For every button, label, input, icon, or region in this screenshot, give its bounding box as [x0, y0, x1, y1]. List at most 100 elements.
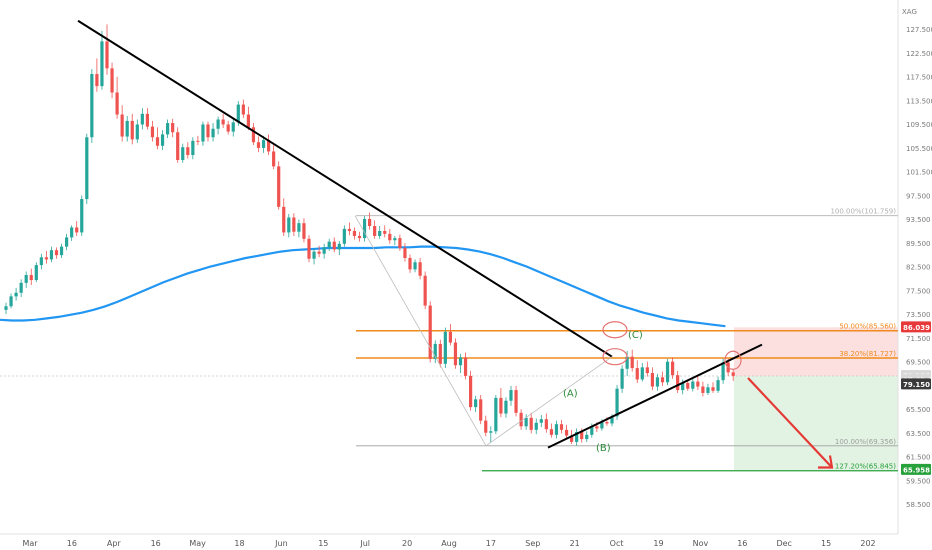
y-tick-label: 77.500 — [906, 287, 931, 295]
fib-level-label: 100.00%(101.759) — [830, 208, 896, 216]
candle-body — [716, 380, 720, 391]
candle-body — [256, 142, 261, 148]
price-tag — [901, 378, 931, 390]
candle-body — [352, 231, 357, 236]
y-tick-label: 97.500 — [906, 192, 931, 200]
candle-body — [272, 151, 276, 167]
candle-body — [221, 119, 225, 125]
candle-body — [241, 104, 245, 115]
x-tick-label: Jul — [359, 539, 370, 548]
candle-body — [292, 217, 296, 232]
candle-body — [418, 262, 422, 276]
y-tick-label: 93.500 — [906, 216, 931, 224]
y-axis-labels: 127.500 122.500 117.500 113.500 109.500 105.5… — [906, 26, 932, 509]
candlestick-series — [4, 24, 735, 446]
candle-body — [297, 223, 301, 232]
candle-body — [721, 362, 725, 381]
candle-body — [181, 147, 185, 160]
wave-label-c: (C) — [628, 330, 643, 341]
candle-body — [484, 420, 488, 433]
candle-body — [236, 104, 240, 123]
x-tick-label: 16 — [151, 539, 161, 548]
x-tick-label: 15 — [318, 539, 328, 548]
price-tag-label: 86.039 — [903, 324, 930, 332]
price-tag-label: 65.958 — [903, 466, 930, 474]
y-tick-label: 58.500 — [906, 501, 931, 509]
candle-body — [701, 386, 705, 393]
candle-body — [403, 248, 407, 258]
candle-body — [494, 397, 498, 432]
candle-body — [711, 387, 715, 391]
candle-body — [529, 417, 533, 430]
trend-drawings: (A) (B) (C) — [77, 19, 834, 469]
candle-body — [635, 368, 639, 380]
candle-body — [585, 434, 589, 440]
y-tick-label: 122.500 — [906, 50, 932, 58]
moving-average-line — [0, 245, 726, 328]
x-tick-label: 202 — [860, 539, 875, 548]
x-tick-label: Jun — [274, 539, 288, 548]
candle-body — [166, 123, 170, 135]
price-tag — [901, 463, 931, 475]
candle-body — [630, 356, 634, 369]
candle-body — [342, 228, 346, 244]
candle-body — [317, 251, 321, 254]
candle-body — [519, 412, 523, 427]
candle-body — [95, 74, 99, 87]
candle-body — [615, 388, 619, 417]
candle-body — [620, 368, 624, 389]
candle-body — [115, 92, 119, 115]
moving-average — [0, 245, 726, 328]
candle-body — [474, 399, 478, 408]
candle-body — [650, 373, 654, 387]
candle-body — [655, 377, 660, 387]
candle-body — [322, 247, 326, 254]
ascending-trendline — [547, 343, 763, 449]
candle-body — [145, 113, 149, 127]
candle-body — [176, 132, 180, 160]
candle-body — [660, 377, 665, 383]
price-tag — [901, 321, 931, 333]
candle-body — [504, 400, 508, 414]
candle-body — [731, 372, 735, 376]
candle-body — [499, 397, 503, 414]
x-tick-label: 17 — [486, 539, 496, 548]
y-tick-label: 69.500 — [906, 359, 931, 367]
x-tick-label: Mar — [22, 539, 38, 548]
candle-body — [393, 238, 397, 241]
candle-body — [408, 257, 412, 270]
candle-body — [327, 241, 331, 248]
candle-body — [39, 257, 43, 266]
x-tick-label: Apr — [107, 539, 122, 548]
candle-body — [85, 137, 89, 200]
x-axis-labels: Mar 16 Apr 16 May 18 Jun 15 Jul 20 Aug 17 Sep 21 Oct 19… — [22, 539, 875, 548]
candle-body — [534, 422, 538, 430]
stop-loss-zone — [734, 327, 898, 376]
x-tick-label: 21 — [570, 539, 580, 548]
candle-body — [150, 126, 155, 138]
x-tick-label: 16 — [67, 539, 77, 548]
candle-body — [640, 367, 644, 380]
candle-body — [544, 419, 548, 430]
candle-body — [125, 120, 129, 137]
x-tick-label: May — [189, 539, 206, 548]
candle-body — [686, 382, 690, 389]
y-tick-label: 101.500 — [906, 169, 932, 177]
x-tick-label: 18 — [234, 539, 244, 548]
candle-body — [600, 422, 604, 429]
y-tick-label: 105.500 — [906, 145, 932, 153]
candle-body — [251, 127, 256, 143]
candle-body — [171, 123, 175, 133]
candle-body — [413, 262, 417, 270]
candle-body — [226, 124, 230, 132]
forecast-arrow-head — [818, 455, 834, 469]
descending-trendline — [77, 19, 613, 358]
x-tick-label: Dec — [776, 539, 791, 548]
y-tick-label: 65.500 — [906, 406, 931, 414]
candle-body — [54, 250, 59, 256]
x-tick-label: Sep — [525, 539, 540, 548]
y-tick-label: 113.500 — [906, 97, 932, 105]
x-tick-label: Oct — [610, 539, 624, 548]
fib-level-label: 38.20%(81.727) — [839, 350, 896, 358]
